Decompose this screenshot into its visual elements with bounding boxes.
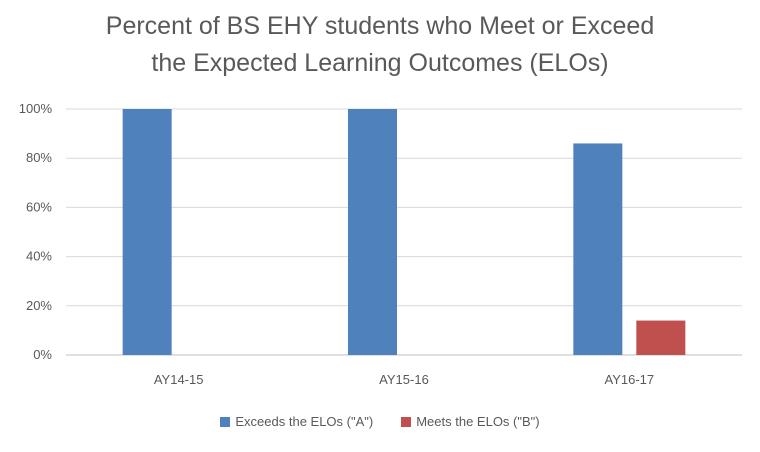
bar-ay14-15-series-1 <box>122 109 172 355</box>
y-tick-label: 100% <box>19 101 53 116</box>
legend-swatch-exceeds <box>220 416 231 427</box>
legend: Exceeds the ELOs ("A") Meets the ELOs ("… <box>0 414 760 429</box>
bar-ay15-16-series-1 <box>348 109 397 355</box>
x-tick-label: AY14-15 <box>154 372 204 387</box>
y-tick-label: 0% <box>33 347 52 362</box>
x-tick-label: AY16-17 <box>605 372 655 387</box>
x-tick-label: AY15-16 <box>379 372 429 387</box>
legend-label-meets: Meets the ELOs ("B") <box>416 414 540 429</box>
legend-item-meets: Meets the ELOs ("B") <box>401 414 540 429</box>
chart-title-line-2: the Expected Learning Outcomes (ELOs) <box>151 49 609 77</box>
legend-label-exceeds: Exceeds the ELOs ("A") <box>235 414 374 429</box>
y-tick-label: 40% <box>26 249 52 264</box>
chart-title-line-1: Percent of BS EHY students who Meet or E… <box>105 12 655 40</box>
plot-area: 0% 20% 40% 60% 80% 100% AY14-15 AY15-16 AY16-17 <box>19 101 742 387</box>
y-tick-label: 60% <box>26 199 52 214</box>
y-tick-label: 80% <box>26 150 52 165</box>
legend-swatch-meets <box>401 416 412 427</box>
chart-title: Percent of BS EHY students who Meet or E… <box>0 8 760 82</box>
bar-ay16-17-series-1 <box>573 143 623 355</box>
y-tick-label: 20% <box>26 298 52 313</box>
bar-ay16-17-series-2 <box>636 320 686 355</box>
legend-item-exceeds: Exceeds the ELOs ("A") <box>220 414 373 429</box>
